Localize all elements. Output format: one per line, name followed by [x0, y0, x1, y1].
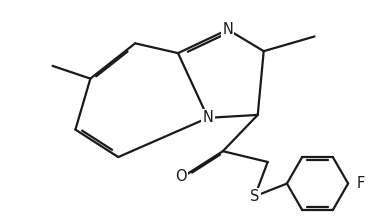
Text: O: O: [175, 169, 187, 184]
Text: N: N: [223, 22, 233, 37]
Text: F: F: [357, 176, 365, 191]
Text: S: S: [250, 189, 260, 204]
Text: N: N: [202, 110, 213, 125]
